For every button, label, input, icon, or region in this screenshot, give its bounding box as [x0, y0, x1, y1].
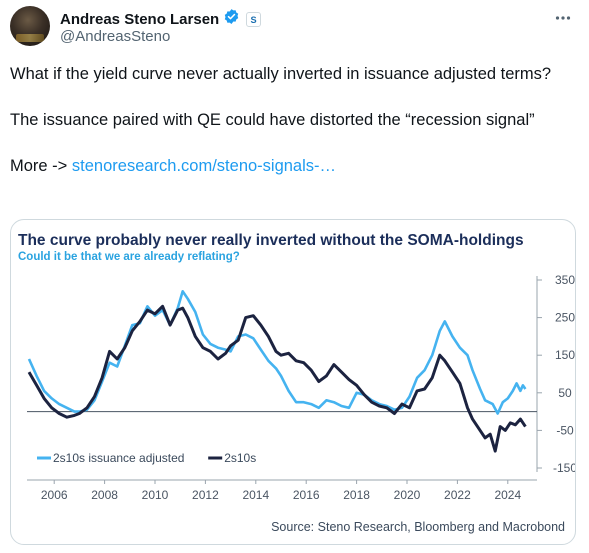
tweet-paragraph-2: The issuance paired with QE could have d… — [10, 111, 535, 129]
x-tick-label: 2022 — [444, 488, 471, 502]
x-tick-label: 2008 — [91, 488, 118, 502]
y-tick-label: 50 — [558, 386, 572, 400]
chart-subtitle: Could it be that we are already reflatin… — [18, 251, 240, 263]
series-line-2s10s — [27, 304, 527, 453]
x-tick-label: 2006 — [41, 488, 68, 502]
y-tick-label: -50 — [556, 423, 574, 437]
chart-title: The curve probably never really inverted… — [18, 232, 524, 249]
tweet-paragraph-1: What if the yield curve never actually i… — [10, 65, 552, 83]
y-tick-label: 250 — [555, 311, 575, 325]
x-tick-label: 2024 — [494, 488, 521, 502]
more-prefix: More -> — [10, 157, 72, 175]
legend-label: 2s10s — [224, 451, 256, 465]
tweet-header: Andreas Steno Larsen S @AndreasSteno — [10, 6, 579, 50]
x-tick-label: 2016 — [293, 488, 320, 502]
author-display-name[interactable]: Andreas Steno Larsen — [60, 10, 220, 28]
affiliate-badge-icon[interactable]: S — [246, 11, 262, 27]
tweet-paragraph-3: More -> stenoresearch.com/steno-signals-… — [10, 155, 575, 178]
x-tick-label: 2010 — [142, 488, 169, 502]
more-options-icon[interactable] — [553, 8, 573, 28]
chart-source: Source: Steno Research, Bloomberg and Ma… — [271, 520, 565, 534]
x-tick-label: 2012 — [192, 488, 219, 502]
avatar[interactable] — [10, 6, 50, 46]
x-tick-label: 2018 — [343, 488, 370, 502]
x-tick-label: 2014 — [242, 488, 269, 502]
y-tick-label: -150 — [553, 461, 576, 475]
tweet-link[interactable]: stenoresearch.com/steno-signals-… — [71, 157, 337, 175]
tweet-text: What if the yield curve never actually i… — [10, 63, 575, 178]
series-line-issuance-adjusted — [27, 290, 527, 415]
author-handle[interactable]: @AndreasSteno — [60, 28, 171, 45]
chart-plot: 350 250 150 50 -50 -150 2006 2008 2010 2012 2014 20… — [27, 273, 576, 502]
svg-text:S: S — [251, 15, 257, 25]
verified-badge-icon[interactable] — [223, 8, 240, 30]
legend-label: 2s10s issuance adjusted — [53, 451, 184, 465]
y-tick-label: 350 — [555, 273, 575, 287]
x-tick-label: 2020 — [394, 488, 421, 502]
chart-image[interactable]: The curve probably never really inverted… — [10, 219, 576, 545]
y-tick-label: 150 — [555, 348, 575, 362]
author-name-row: Andreas Steno Larsen S — [60, 8, 262, 30]
